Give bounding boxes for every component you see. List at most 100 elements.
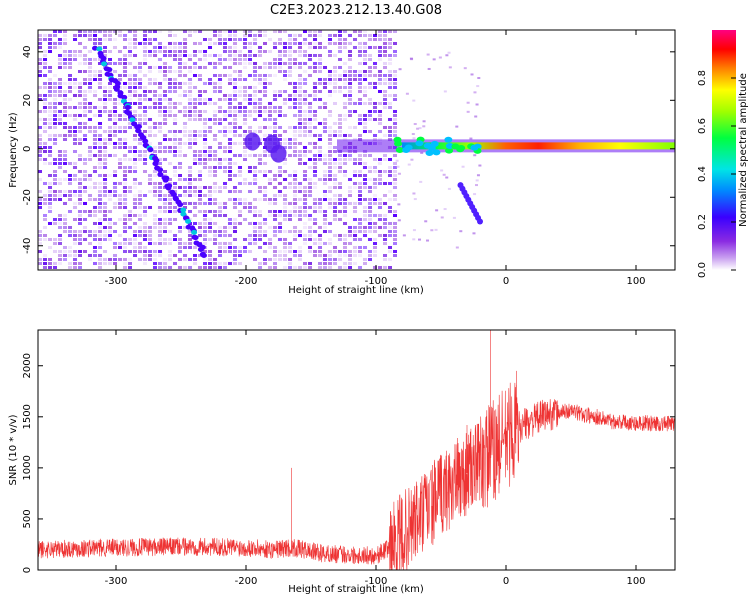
spectrogram-cell bbox=[368, 258, 372, 261]
spectrogram-cell bbox=[48, 46, 52, 49]
spectrogram-cell bbox=[133, 30, 137, 33]
spectrogram-cell bbox=[178, 238, 182, 241]
spectrogram-cell bbox=[93, 170, 97, 173]
spectrogram-cell bbox=[103, 250, 107, 253]
spectrogram-cell bbox=[88, 254, 92, 257]
spectrogram-cell bbox=[288, 50, 292, 53]
spectrogram-cell bbox=[238, 170, 242, 173]
spectrogram-cell bbox=[73, 178, 77, 181]
spectrogram-cell bbox=[323, 198, 327, 201]
spectrogram-cell bbox=[243, 94, 247, 97]
spectrogram-cell bbox=[248, 234, 252, 237]
spectrogram-cell bbox=[393, 210, 397, 213]
spectrogram-cell bbox=[293, 206, 297, 209]
spectrogram-cell bbox=[233, 258, 237, 261]
spectrogram-cell bbox=[63, 42, 67, 45]
spectrogram-cell bbox=[293, 150, 297, 153]
spectrogram-cell bbox=[278, 94, 282, 97]
spectrogram-cell bbox=[233, 226, 237, 229]
spectrogram-cell bbox=[38, 206, 42, 209]
spectrogram-cell bbox=[388, 182, 392, 185]
spectrogram-cell bbox=[58, 222, 62, 225]
spectrogram-cell bbox=[38, 66, 42, 69]
spectrogram-cell bbox=[193, 258, 197, 261]
spectrogram-cell bbox=[223, 166, 227, 169]
spectrogram-cell bbox=[273, 258, 277, 261]
spectrogram-cell bbox=[445, 54, 449, 57]
spectrogram-cell bbox=[358, 74, 362, 77]
spectrogram-cell bbox=[263, 94, 267, 97]
spectrogram-cell bbox=[233, 38, 237, 41]
spectrogram-cell bbox=[298, 42, 302, 45]
spectrogram-cell bbox=[128, 226, 132, 229]
spectrogram-cell bbox=[233, 122, 237, 125]
spectrogram-cell bbox=[108, 126, 112, 129]
spectrogram-cell bbox=[133, 146, 137, 149]
spectrogram-cell bbox=[383, 202, 387, 205]
spectrogram-cell bbox=[158, 194, 162, 197]
spectrogram-cell bbox=[128, 214, 132, 217]
spectrogram-cell bbox=[73, 134, 77, 137]
spectrogram-cell bbox=[123, 182, 127, 185]
spectrogram-cell bbox=[278, 210, 282, 213]
spectrogram-cell bbox=[138, 242, 142, 245]
spectrogram-cell bbox=[93, 90, 97, 93]
spectrogram-cell bbox=[313, 146, 317, 149]
spectrogram-cell bbox=[98, 202, 102, 205]
spectrogram-cell bbox=[243, 42, 247, 45]
spectrogram-cell bbox=[475, 103, 479, 106]
spectrogram-cell bbox=[233, 106, 237, 109]
spectrogram-cell bbox=[98, 230, 102, 233]
spectrogram-cell bbox=[53, 190, 57, 193]
spectrogram-cell bbox=[133, 158, 137, 161]
spectrogram-cell bbox=[348, 186, 352, 189]
spectrogram-cell bbox=[368, 34, 372, 37]
spectrogram-cell bbox=[78, 42, 82, 45]
spectrogram-cell bbox=[333, 182, 337, 185]
spectrogram-cell bbox=[98, 266, 102, 269]
spectrogram-cell bbox=[73, 174, 77, 177]
spectrogram-cell bbox=[133, 194, 137, 197]
spectrogram-cell bbox=[388, 46, 392, 49]
spectrogram-cell bbox=[293, 226, 297, 229]
spectrogram-cell bbox=[198, 78, 202, 81]
spectrogram-cell bbox=[183, 202, 187, 205]
spectrogram-cell bbox=[108, 94, 112, 97]
spectrogram-cell bbox=[58, 194, 62, 197]
spectrogram-cell bbox=[393, 154, 397, 157]
spectrogram-cell bbox=[233, 230, 237, 233]
spectrogram-cell bbox=[397, 203, 401, 206]
spectrogram-cell bbox=[368, 102, 372, 105]
spectrogram-cell bbox=[258, 106, 262, 109]
spectrogram-cell bbox=[98, 182, 102, 185]
spectrogram-cell bbox=[338, 158, 342, 161]
spectrogram-cell bbox=[378, 266, 382, 269]
spectrogram-cell bbox=[273, 30, 277, 33]
spectrogram-cell bbox=[430, 229, 434, 232]
spectrogram-cell bbox=[88, 66, 92, 69]
spectrogram-cell bbox=[283, 214, 287, 217]
spectrogram-cell bbox=[283, 78, 287, 81]
spectrogram-cell bbox=[148, 178, 152, 181]
spectrogram-cell bbox=[98, 158, 102, 161]
spectrogram-cell bbox=[168, 198, 172, 201]
spectrogram-cell bbox=[188, 98, 192, 101]
spectrogram-cell bbox=[383, 154, 387, 157]
spectrogram-cell bbox=[118, 50, 122, 53]
spectrogram-cell bbox=[53, 194, 57, 197]
spectrogram-cell bbox=[153, 106, 157, 109]
spectrogram-cell bbox=[268, 226, 272, 229]
spectrogram-cell bbox=[148, 142, 152, 145]
spectrogram-cell bbox=[228, 38, 232, 41]
spectrogram-cell bbox=[163, 158, 167, 161]
spectrogram-cell bbox=[113, 246, 117, 249]
spectrogram-cell bbox=[188, 30, 192, 33]
spectrogram-cell bbox=[393, 186, 397, 189]
spectrogram-cell bbox=[68, 86, 72, 89]
spectrogram-cell bbox=[213, 198, 217, 201]
spectrogram-cell bbox=[108, 134, 112, 137]
descending-line-mark bbox=[124, 104, 131, 110]
spectrogram-cell bbox=[318, 66, 322, 69]
spectrogram-cell bbox=[233, 78, 237, 81]
spectrogram-cell bbox=[278, 182, 282, 185]
